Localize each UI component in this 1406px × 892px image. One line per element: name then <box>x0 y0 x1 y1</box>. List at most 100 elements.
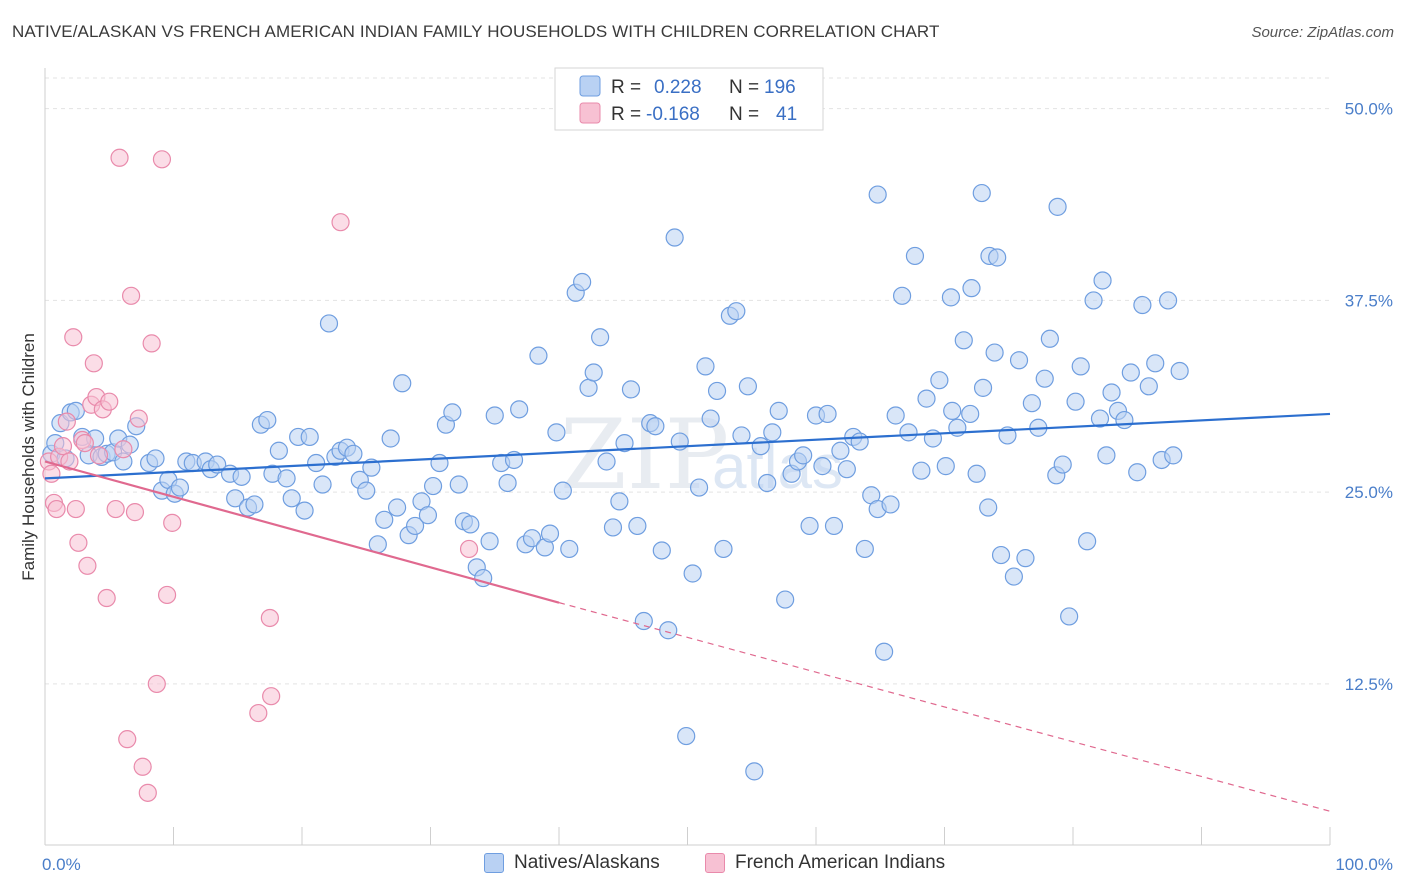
data-point-natives <box>1090 409 1110 428</box>
data-point-natives <box>295 501 314 520</box>
data-point-natives <box>696 357 715 376</box>
data-point-natives <box>560 539 579 559</box>
data-point-natives <box>745 762 764 781</box>
data-point-natives <box>226 489 245 508</box>
data-point-natives <box>634 611 653 631</box>
data-point-french <box>125 503 145 522</box>
data-point-natives <box>912 461 931 480</box>
data-point-natives <box>393 374 412 393</box>
data-point-french <box>121 286 141 305</box>
data-point-french <box>66 499 85 519</box>
data-point-natives <box>423 476 443 496</box>
data-point-natives <box>973 378 993 397</box>
data-point-french <box>60 452 79 471</box>
data-point-natives <box>1016 549 1035 568</box>
y-tick-label: 50.0% <box>1345 100 1393 119</box>
data-point-natives <box>319 314 339 333</box>
y-tick-label: 37.5% <box>1345 291 1393 310</box>
data-point-natives <box>430 453 449 473</box>
data-point-natives <box>776 590 795 609</box>
data-point-natives <box>850 432 869 451</box>
data-point-natives <box>1053 455 1072 474</box>
data-point-natives <box>375 510 394 529</box>
data-point-natives <box>553 481 572 500</box>
data-point-natives <box>628 516 647 536</box>
data-point-french <box>84 354 103 373</box>
data-point-natives <box>362 458 381 477</box>
data-point-french <box>75 433 94 453</box>
legend-n-value-2: 41 <box>776 104 797 125</box>
data-point-natives <box>665 228 684 247</box>
data-point-natives <box>769 401 788 420</box>
legend-n-label-2: N = <box>729 104 759 125</box>
data-point-natives <box>751 437 770 456</box>
data-point-french <box>157 585 177 605</box>
data-point-natives <box>1164 446 1183 465</box>
legend-swatch-natives <box>484 853 504 873</box>
data-point-french <box>142 334 161 353</box>
data-point-natives <box>988 248 1007 267</box>
data-point-natives <box>300 427 319 447</box>
data-point-natives <box>899 423 918 442</box>
data-point-natives <box>485 406 504 425</box>
data-point-natives <box>818 404 837 424</box>
data-point-french <box>133 757 152 776</box>
data-point-french <box>106 499 125 519</box>
data-point-french <box>459 539 479 559</box>
data-point-natives <box>282 489 301 508</box>
source-label: Source: ZipAtlas.com <box>1251 24 1394 41</box>
data-point-natives <box>418 506 438 525</box>
data-point-natives <box>855 539 874 559</box>
data-point-natives <box>621 380 641 399</box>
data-point-natives <box>1022 394 1041 413</box>
data-point-natives <box>738 377 757 396</box>
data-point-natives <box>961 404 980 424</box>
data-point-natives <box>936 457 955 476</box>
legend-label-french: French American Indians <box>735 852 946 873</box>
data-point-natives <box>540 524 560 543</box>
data-point-french <box>163 513 182 532</box>
data-point-natives <box>813 457 832 476</box>
data-point-french <box>114 440 133 459</box>
legend-item-natives-alaskans: Natives/Alaskans <box>484 852 660 874</box>
data-point-french <box>47 499 66 519</box>
data-point-natives <box>1060 607 1079 626</box>
grid-lines <box>45 77 1330 685</box>
data-point-french <box>97 588 116 608</box>
data-point-natives <box>547 423 566 442</box>
legend-r-value-2: -0.168 <box>646 104 700 125</box>
legend-swatch-french <box>705 853 725 873</box>
data-point-natives <box>603 518 623 537</box>
data-point-natives <box>1071 357 1090 376</box>
data-point-natives <box>732 426 751 445</box>
data-point-natives <box>307 453 326 473</box>
data-point-natives <box>652 541 671 560</box>
data-point-natives <box>886 406 905 425</box>
legend-item-french-american-indians: French American Indians <box>705 852 945 874</box>
data-point-natives <box>1146 354 1165 373</box>
x-tick-label-max: 100.0% <box>1335 855 1393 874</box>
data-point-natives <box>443 403 462 422</box>
data-point-natives <box>1035 369 1054 388</box>
trend-line-natives <box>44 412 1331 480</box>
data-point-natives <box>1048 197 1067 216</box>
data-point-natives <box>881 495 900 514</box>
data-point-natives <box>837 460 856 479</box>
data-point-natives <box>758 473 777 493</box>
bottom-legend: Natives/Alaskans French American Indians <box>0 850 1406 880</box>
data-point-natives <box>1133 295 1152 315</box>
legend-label-natives: Natives/Alaskans <box>514 852 660 873</box>
data-point-natives <box>1170 361 1189 381</box>
data-point-natives <box>943 401 962 420</box>
legend-r-label-1: R = <box>611 77 641 98</box>
y-tick-label: 25.0% <box>1345 483 1393 502</box>
data-point-french <box>262 687 281 706</box>
data-point-natives <box>1078 532 1097 551</box>
legend-n-label-1: N = <box>729 77 759 98</box>
data-point-natives <box>868 185 887 204</box>
legend-box: R = 0.228 N = 196 R = -0.168 N = 41 <box>554 67 824 131</box>
y-axis-label: Family Households with Children <box>19 333 38 581</box>
data-point-natives <box>683 564 702 583</box>
data-point-natives <box>677 726 696 746</box>
data-point-natives <box>245 495 264 514</box>
